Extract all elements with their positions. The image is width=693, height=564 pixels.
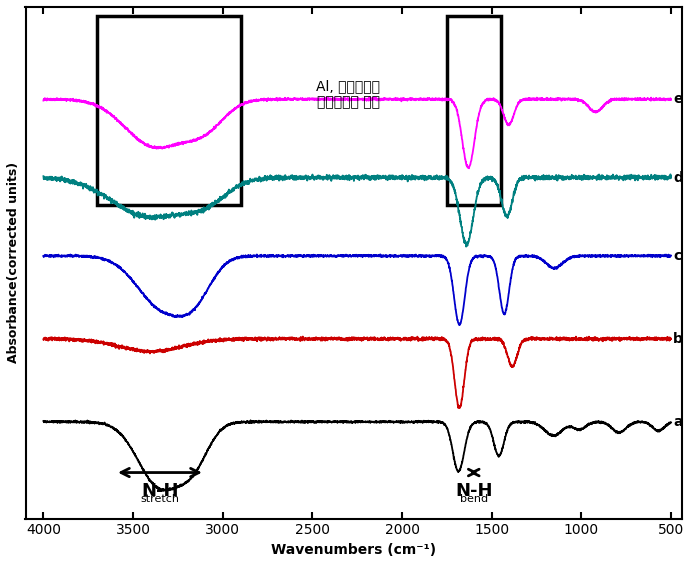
Text: stretch: stretch xyxy=(141,494,179,504)
Text: c: c xyxy=(673,249,681,263)
Text: bend: bend xyxy=(459,494,488,504)
Text: N-H: N-H xyxy=(455,482,493,500)
Text: b: b xyxy=(673,332,683,346)
Bar xyxy=(447,16,500,205)
Text: Al, 전이금속이
아미노기와 반응: Al, 전이금속이 아미노기와 반응 xyxy=(316,80,380,109)
Text: e: e xyxy=(673,92,683,106)
Text: a: a xyxy=(673,415,683,429)
X-axis label: Wavenumbers (cm⁻¹): Wavenumbers (cm⁻¹) xyxy=(271,543,436,557)
Text: d: d xyxy=(673,170,683,184)
Bar xyxy=(97,16,240,205)
Y-axis label: Absorbance(corrected units): Absorbance(corrected units) xyxy=(7,162,20,363)
Text: N-H: N-H xyxy=(141,482,179,500)
